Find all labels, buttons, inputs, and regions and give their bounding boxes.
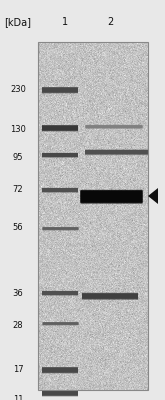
Text: 230: 230 [10,86,26,94]
Polygon shape [148,188,158,204]
Text: 72: 72 [13,186,23,194]
Text: 95: 95 [13,154,23,162]
Text: 130: 130 [10,126,26,134]
Text: 36: 36 [13,290,23,298]
Text: 11: 11 [13,396,23,400]
Bar [38,42,148,390]
Text: 17: 17 [13,366,23,374]
Text: 28: 28 [13,322,23,330]
Text: 1: 1 [62,17,68,27]
Text: 56: 56 [13,224,23,232]
Text: 2: 2 [107,17,113,27]
Text: [kDa]: [kDa] [4,17,32,27]
